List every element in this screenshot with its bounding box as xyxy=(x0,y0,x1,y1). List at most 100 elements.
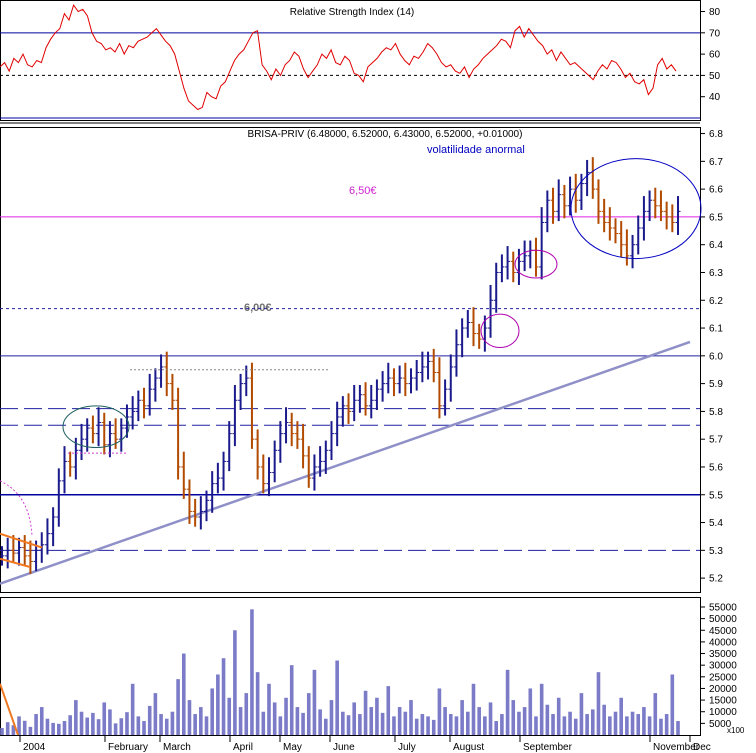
volume-bar xyxy=(181,653,186,735)
volume-bar xyxy=(517,711,521,735)
price-y-tick-label: 6.0 xyxy=(709,351,723,362)
volume-bar xyxy=(68,715,72,735)
volume-bar xyxy=(596,672,601,735)
volume-bar xyxy=(409,700,413,735)
volume-bar xyxy=(306,693,311,735)
price-y-tick-label: 5.8 xyxy=(709,407,723,418)
price-y-tick-label: 5.7 xyxy=(709,435,723,446)
volume-bar xyxy=(573,718,578,735)
volume-bar xyxy=(551,714,555,735)
volume-bar xyxy=(170,711,175,735)
x-tick-label: 2004 xyxy=(23,742,46,753)
annotation-6-50: 6,50€ xyxy=(349,185,377,197)
price-y-tick-label: 6.5 xyxy=(709,212,723,223)
volume-bar xyxy=(22,720,27,735)
volume-y-tick-label: 45000 xyxy=(709,626,737,637)
volume-bar xyxy=(630,711,635,735)
annotation-volatilidade: volatilidade anormal xyxy=(427,144,525,156)
rsi-y-tick-label: 60 xyxy=(709,50,721,61)
volume-bar xyxy=(159,714,163,735)
volume-bar xyxy=(403,711,408,735)
volume-bar xyxy=(494,721,499,735)
highlight-ellipse xyxy=(480,313,520,348)
volume-bar xyxy=(579,693,584,735)
volume-bar xyxy=(74,700,78,735)
volume-bar xyxy=(193,714,197,735)
volume-y-tick-label: 30000 xyxy=(709,661,737,672)
volume-bar xyxy=(210,688,214,735)
volume-bar xyxy=(539,683,544,735)
volume-bar xyxy=(187,700,192,735)
volume-bar xyxy=(414,718,419,735)
price-y-tick-label: 5.4 xyxy=(709,518,723,529)
volume-bar xyxy=(57,723,61,735)
rsi-frame xyxy=(0,0,701,121)
price-y-tick-label: 6.2 xyxy=(709,296,723,307)
volume-bar xyxy=(431,719,436,735)
volume-y-tick-label: 10000 xyxy=(709,707,737,718)
volume-bar xyxy=(136,716,141,735)
support-trendline xyxy=(0,340,691,585)
volume-bar xyxy=(0,728,4,735)
volume-bar xyxy=(323,718,328,735)
volume-bar xyxy=(619,697,623,735)
volume-bar xyxy=(471,683,476,735)
volume-y-tick-label: 15000 xyxy=(709,696,737,707)
volume-bar xyxy=(130,683,135,735)
volume-bar xyxy=(284,697,288,735)
volume-bar xyxy=(147,705,152,735)
orange-wedge-line xyxy=(0,557,31,568)
volume-bar xyxy=(545,704,550,735)
volume-bar xyxy=(261,711,266,735)
volume-y-tick-label: 40000 xyxy=(709,637,737,648)
x-tick-label: August xyxy=(453,742,484,753)
volume-bar xyxy=(238,707,243,735)
volume-bar xyxy=(568,711,572,735)
x-tick-label: September xyxy=(523,742,573,753)
volume-bar xyxy=(483,716,487,735)
volume-bar xyxy=(375,697,379,735)
price-y-tick-label: 5.3 xyxy=(709,546,723,557)
volume-bar xyxy=(392,716,396,735)
volume-bar xyxy=(312,669,317,735)
volume-bar xyxy=(39,707,44,735)
volume-bar xyxy=(142,721,146,735)
volume-bar xyxy=(335,660,339,735)
volume-bar xyxy=(363,690,368,735)
volume-bar xyxy=(488,702,493,735)
price-title: BRISA-PRIV (6.48000, 6.52000, 6.43000, 6… xyxy=(248,129,523,140)
volume-bar xyxy=(153,693,158,735)
volume-bar xyxy=(102,702,107,735)
volume-bar xyxy=(221,658,226,735)
volume-bar xyxy=(505,669,510,735)
volume-bar xyxy=(664,714,669,735)
volume-bar xyxy=(318,709,322,735)
volume-bar xyxy=(272,702,277,735)
volume-bar xyxy=(28,726,33,735)
price-y-tick-label: 6.3 xyxy=(709,268,723,279)
price-y-tick-label: 5.9 xyxy=(709,379,723,390)
volume-bar xyxy=(460,700,464,735)
volume-y-tick-label: 50000 xyxy=(709,614,737,625)
volume-bar xyxy=(96,719,101,735)
volume-bar xyxy=(227,697,232,735)
volume-bar xyxy=(676,721,680,735)
price-y-tick-label: 6.8 xyxy=(709,129,723,140)
volume-bar xyxy=(528,688,533,735)
volume-bar xyxy=(5,722,10,735)
orange-wedge-line xyxy=(0,532,43,549)
volume-bar xyxy=(250,609,254,735)
x-tick-label: Dec xyxy=(693,742,711,753)
volume-bar xyxy=(602,704,606,735)
volume-bar xyxy=(295,707,300,735)
volume-bar xyxy=(85,717,90,735)
volume-bar xyxy=(289,665,294,735)
volume-bar xyxy=(522,707,527,735)
volume-bar xyxy=(613,711,618,735)
volume-bar xyxy=(448,714,453,735)
volume-bar xyxy=(34,714,38,735)
volume-bar xyxy=(51,722,55,735)
volume-bar xyxy=(199,707,203,735)
volume-bar xyxy=(267,683,271,735)
